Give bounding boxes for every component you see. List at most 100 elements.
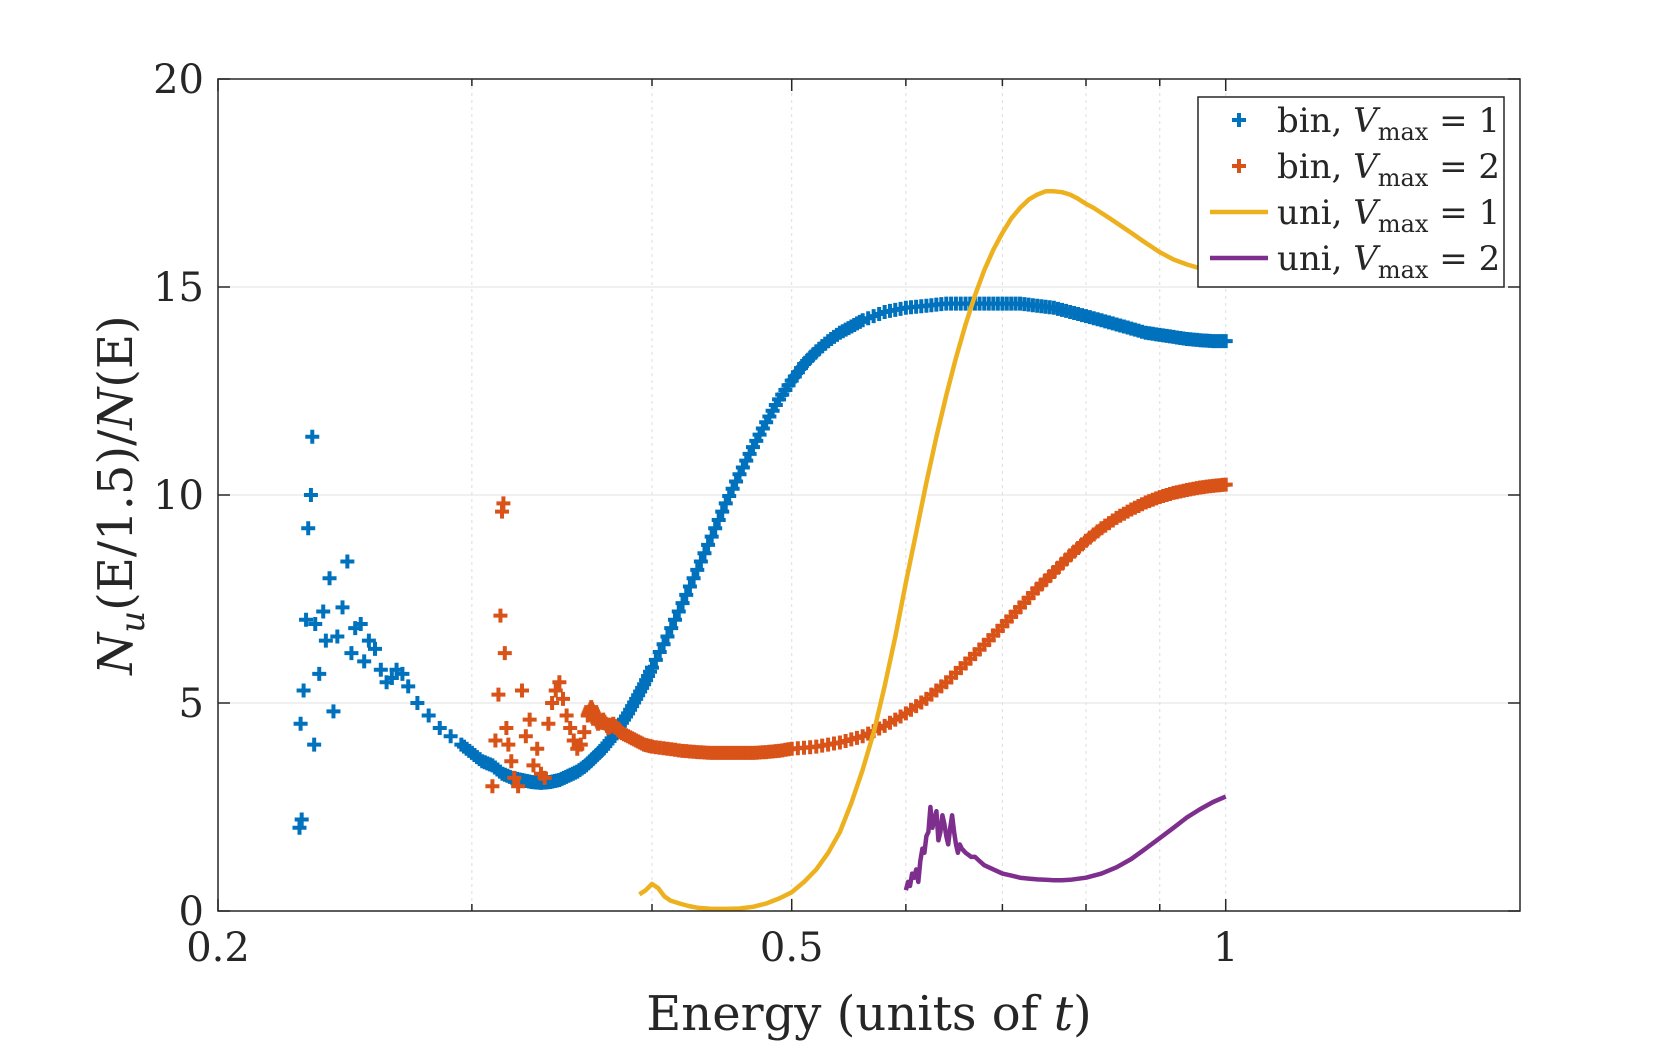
data-point	[303, 488, 318, 502]
legend-point-marker	[1232, 113, 1246, 127]
data-point	[401, 679, 416, 694]
data-point	[293, 716, 308, 731]
data-point	[443, 729, 458, 744]
data-series	[292, 189, 1233, 912]
data-point	[493, 608, 508, 623]
data-point	[526, 758, 541, 773]
data-point	[671, 604, 686, 619]
legend-entry-uni-vmax-1: uni, Vmax = 1	[1210, 193, 1500, 238]
y-tick-label: 5	[179, 681, 204, 727]
data-point	[335, 600, 350, 615]
data-point	[357, 654, 372, 669]
data-point	[704, 529, 719, 544]
data-point	[296, 683, 311, 698]
data-point	[294, 812, 309, 827]
data-point	[686, 571, 701, 586]
data-point	[708, 521, 723, 536]
data-point	[530, 741, 545, 756]
data-point	[648, 652, 663, 667]
legend-entry-uni-vmax-2: uni, Vmax = 2	[1210, 239, 1500, 284]
y-tick-label: 15	[153, 265, 204, 311]
data-point	[701, 537, 716, 552]
series-line	[638, 189, 1227, 912]
y-tick-label: 0	[179, 889, 204, 935]
data-point	[668, 612, 683, 627]
data-point	[344, 646, 359, 661]
legend-label-bin-vmax-2: bin, Vmax = 2	[1277, 147, 1500, 192]
data-point	[718, 496, 733, 511]
data-point	[715, 504, 730, 519]
data-point	[679, 587, 694, 602]
data-point	[675, 596, 690, 611]
legend-label-uni-vmax-2: uni, Vmax = 2	[1277, 239, 1500, 284]
y-tick-label: 10	[153, 473, 204, 519]
data-point	[682, 579, 697, 594]
data-point	[664, 621, 679, 636]
data-point	[652, 645, 667, 660]
data-point	[410, 696, 425, 710]
data-point	[693, 554, 708, 569]
legend-box	[1197, 96, 1505, 288]
data-point	[384, 671, 399, 686]
data-point	[491, 687, 506, 702]
series-line	[903, 794, 1227, 891]
data-point	[421, 708, 436, 723]
data-point	[361, 633, 376, 648]
legend: bin, Vmax = 1 bin, Vmax = 2 uni, Vmax = …	[1197, 96, 1505, 288]
data-point	[559, 708, 574, 723]
data-point	[299, 612, 314, 627]
x-tick-label: 0.5	[760, 925, 824, 971]
data-point	[501, 737, 516, 752]
data-point	[340, 554, 355, 569]
y-axis-title: Nu(E/1.5)/N(E)	[88, 315, 153, 676]
data-point	[488, 733, 503, 748]
y-tick-label: 20	[153, 57, 204, 103]
data-point	[725, 481, 740, 496]
data-point	[711, 512, 726, 527]
data-point	[697, 546, 712, 561]
data-point	[545, 696, 560, 710]
data-point	[322, 571, 337, 586]
data-point	[522, 712, 537, 727]
data-point	[326, 704, 341, 719]
data-point	[566, 733, 581, 748]
data-point	[496, 496, 511, 511]
x-tick-label: 1	[1213, 925, 1238, 971]
data-point	[537, 770, 552, 785]
data-point	[301, 521, 316, 536]
series-1	[485, 477, 1233, 794]
x-tick-label: 0.2	[186, 925, 250, 971]
data-point	[307, 737, 322, 752]
legend-label-uni-vmax-1: uni, Vmax = 1	[1277, 193, 1500, 238]
data-point	[353, 616, 368, 631]
data-point	[573, 737, 588, 752]
data-point	[432, 720, 447, 735]
data-point	[511, 779, 526, 794]
data-point	[499, 720, 514, 735]
data-point	[729, 474, 744, 489]
data-point	[1218, 334, 1233, 349]
series-3	[903, 794, 1227, 891]
legend-marker-bin-vmax-1	[1232, 113, 1246, 127]
data-point	[504, 754, 519, 769]
data-point	[507, 770, 522, 785]
legend-label-bin-vmax-1: bin, Vmax = 1	[1277, 101, 1500, 146]
data-point	[316, 604, 331, 619]
data-point	[656, 637, 671, 652]
data-point	[552, 675, 567, 690]
data-point	[722, 489, 737, 504]
legend-entry-bin-vmax-2: bin, Vmax = 2	[1232, 147, 1500, 192]
data-point	[292, 820, 307, 835]
data-point	[541, 716, 556, 731]
data-point	[318, 633, 333, 648]
data-point	[485, 779, 500, 794]
data-point	[577, 725, 592, 740]
data-point	[1218, 477, 1233, 492]
series-2	[638, 189, 1227, 912]
data-point	[368, 641, 383, 656]
data-point	[312, 666, 327, 681]
data-point	[660, 629, 675, 644]
